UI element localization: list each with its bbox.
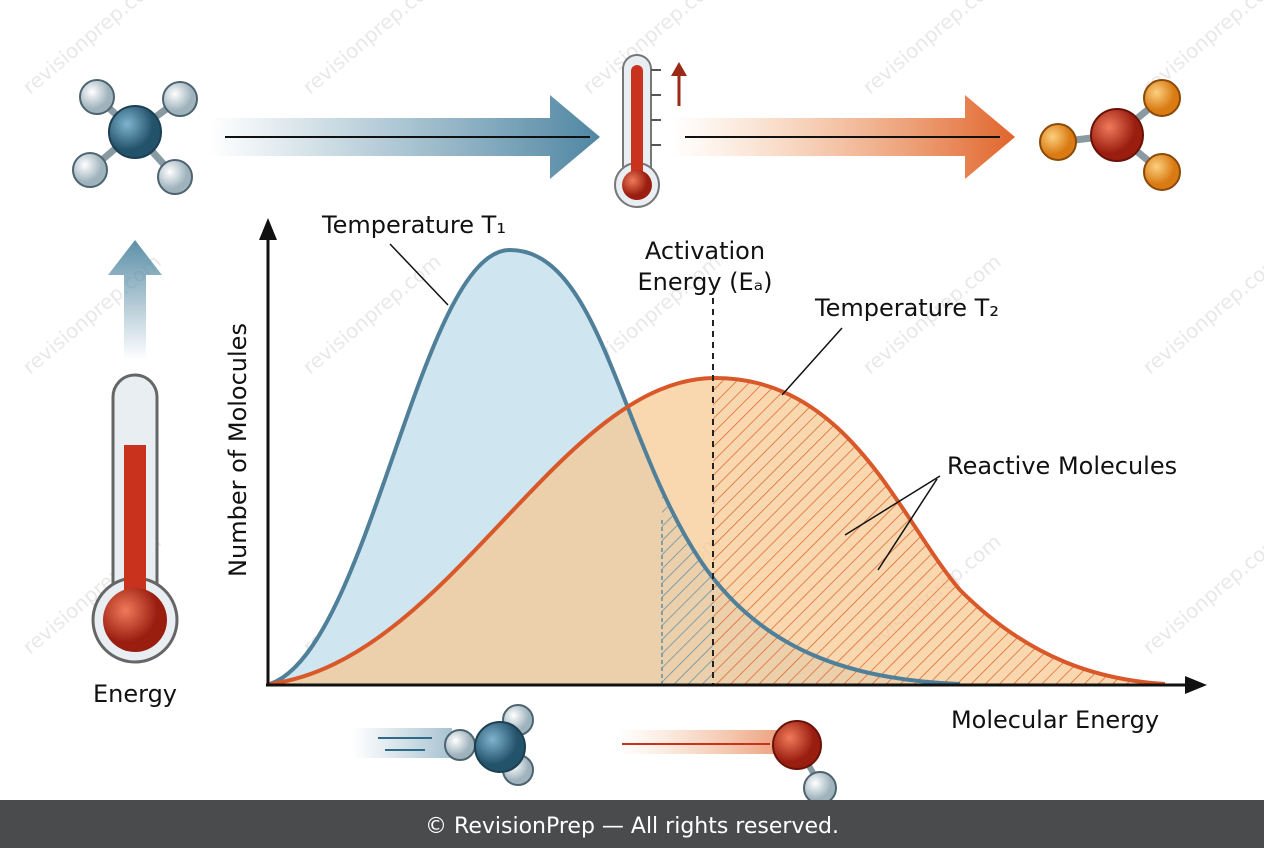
thermometer-small (614, 54, 687, 208)
watermark: revisionprep.com (1138, 529, 1264, 659)
hatch-reactive (713, 378, 1165, 684)
label-activation: Activation (645, 237, 765, 265)
x-axis-label: Molecular Energy (951, 706, 1159, 734)
graph (259, 218, 1207, 694)
label-activation: Energy (Eₐ) (638, 268, 773, 296)
molecule-fast (618, 720, 837, 805)
molecule-product (1039, 79, 1181, 191)
watermark: revisionprep.com (298, 249, 446, 379)
label-t1: Temperature T₁ (321, 211, 506, 239)
label-reactive: Reactive Molecules (947, 452, 1177, 480)
footer-bar (0, 800, 1264, 848)
watermark: revisionprep.com (1138, 249, 1264, 379)
molecule-reactant (72, 79, 198, 195)
curve-t1 (269, 247, 961, 686)
label-t2: Temperature T₂ (814, 294, 999, 322)
y-axis-label: Number of Molocules (224, 323, 252, 577)
thermometer-large (91, 373, 179, 664)
energy-label: Energy (93, 680, 177, 708)
curve-t2 (269, 375, 1166, 686)
molecule-slow (352, 704, 534, 786)
watermark: revisionprep.com (298, 0, 446, 99)
y-arrow (259, 218, 277, 240)
hatch-blue (662, 490, 713, 684)
arrow-up (108, 240, 162, 360)
watermark: revisionprep.com (858, 0, 1006, 99)
footer-text: © RevisionPrep — All rights reserved. (425, 814, 839, 839)
x-arrow (1185, 676, 1207, 694)
